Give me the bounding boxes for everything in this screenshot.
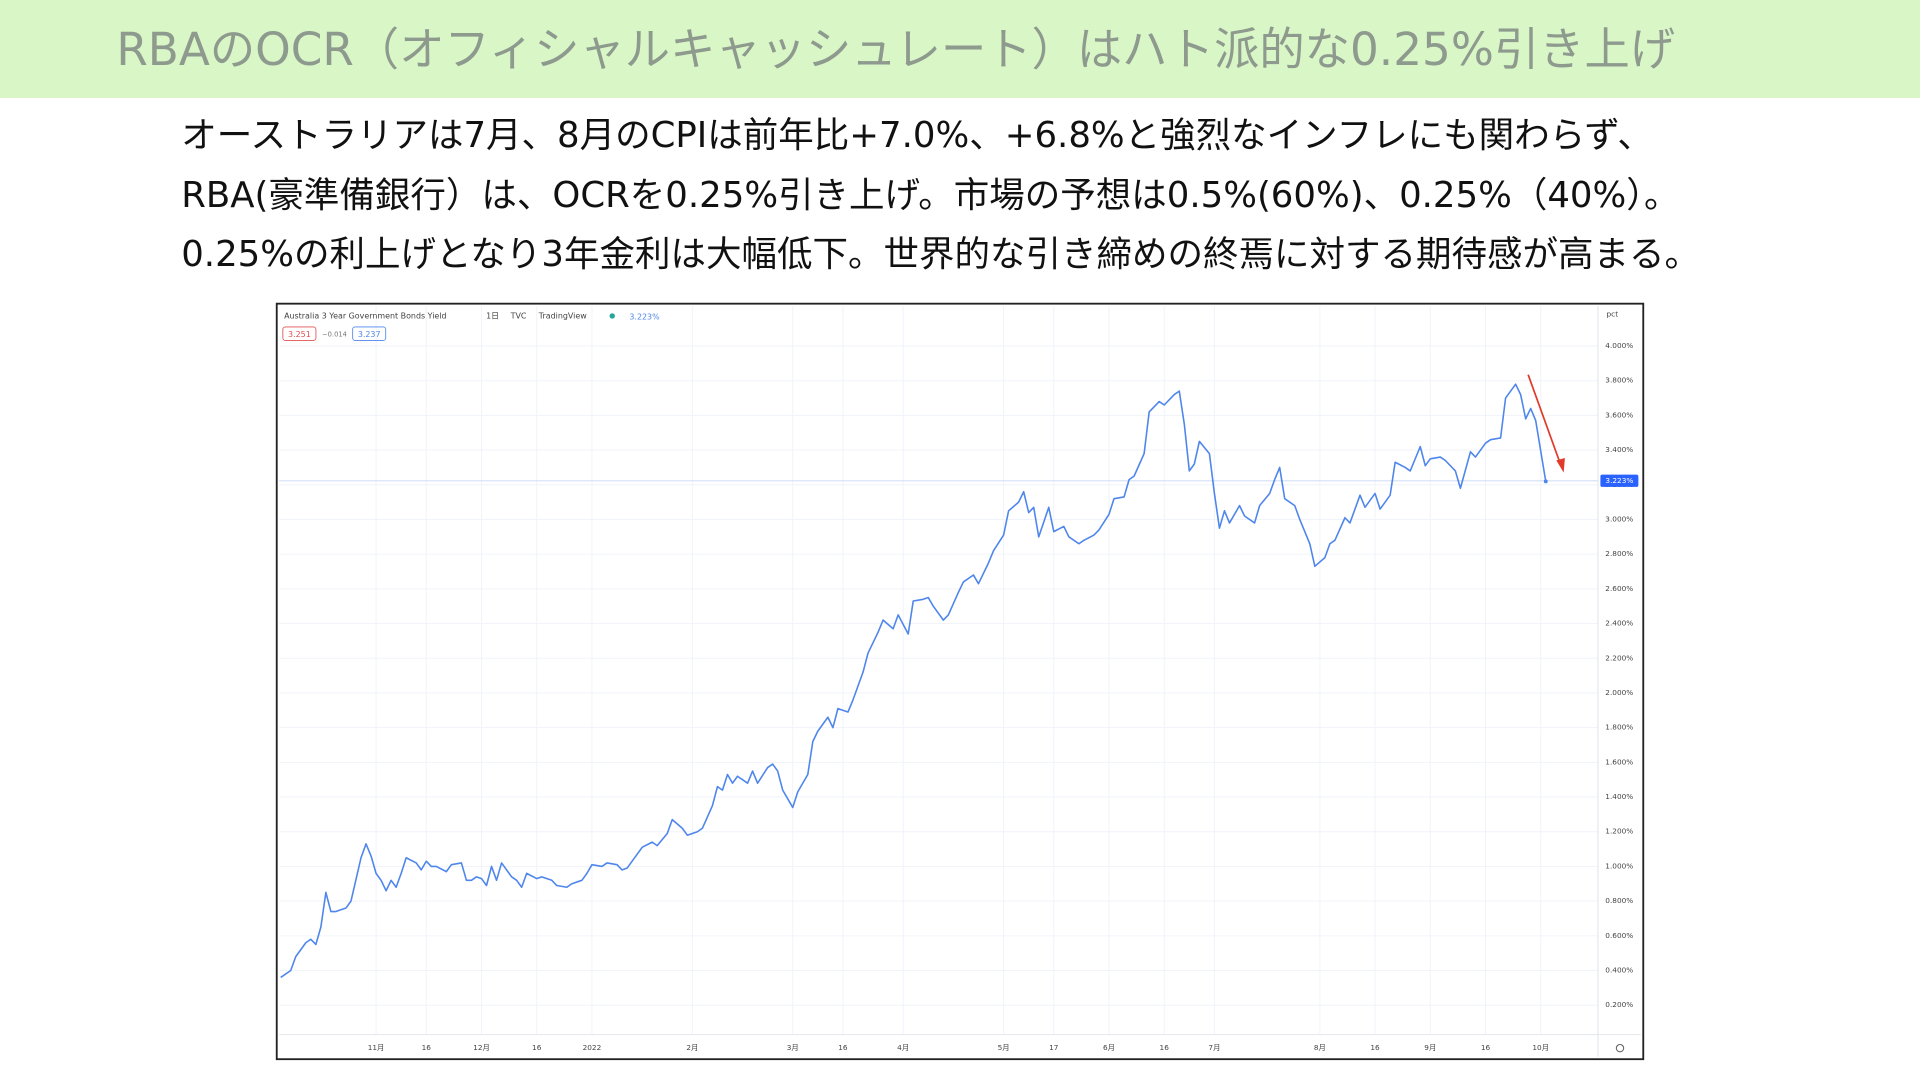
last-point <box>1543 479 1548 484</box>
chart-frame <box>275 302 1645 1061</box>
legend-value: 3.237 <box>358 330 381 339</box>
x-tick-label: 17 <box>1049 1043 1059 1052</box>
settings-icon[interactable] <box>1615 1043 1625 1053</box>
chart: Australia 3 Year Government Bonds Yield … <box>279 306 1641 1057</box>
y-tick-label: 3.600% <box>1605 410 1633 419</box>
header-band <box>0 0 1920 98</box>
y-tick-label: 1.000% <box>1605 861 1633 870</box>
y-unit: pct <box>1607 310 1619 319</box>
legend-value: −0.014 <box>322 330 347 338</box>
x-tick-label: 5月 <box>998 1043 1010 1052</box>
body-line: 0.25%の利上げとなり3年金利は大幅低下。世界的な引き締めの終焉に対する期待感… <box>181 234 1700 275</box>
status-dot <box>609 313 615 319</box>
yield-line <box>280 383 1547 979</box>
y-tick-label: 0.200% <box>1605 1000 1633 1009</box>
y-tick-label: 1.400% <box>1605 792 1633 801</box>
legend-box <box>282 326 317 341</box>
y-tick-label: 1.200% <box>1605 827 1633 836</box>
y-tick-label: 2.400% <box>1605 619 1633 628</box>
body-line: オーストラリアは7月、8月のCPIは前年比+7.0%、+6.8%と強烈なインフレ… <box>181 115 1653 156</box>
x-tick-label: 9月 <box>1424 1043 1436 1052</box>
x-tick-label: 16 <box>1481 1043 1491 1052</box>
last-value: 3.223% <box>629 313 660 322</box>
y-tick-label: 0.800% <box>1605 896 1633 905</box>
x-tick-label: 3月 <box>787 1043 799 1052</box>
y-tick-label: 1.800% <box>1605 723 1633 732</box>
annotation-arrowhead <box>1556 457 1565 473</box>
y-tick-label: 3.800% <box>1605 376 1633 385</box>
last-price-label: 3.223% <box>1605 476 1633 485</box>
x-tick-label: 16 <box>838 1043 848 1052</box>
y-tick-label: 4.000% <box>1605 341 1633 350</box>
y-tick-label: 1.600% <box>1605 757 1633 766</box>
x-tick-label: 16 <box>422 1043 432 1052</box>
y-tick-label: 0.600% <box>1605 931 1633 940</box>
last-price-tag <box>1600 474 1639 487</box>
y-tick-label: 2.200% <box>1605 653 1633 662</box>
x-tick-label: 7月 <box>1208 1043 1220 1052</box>
x-tick-label: 4月 <box>897 1043 909 1052</box>
x-tick-label: 8月 <box>1314 1043 1326 1052</box>
source: TVC <box>510 311 527 320</box>
interval: 1日 <box>486 311 499 320</box>
x-tick-label: 16 <box>1160 1043 1170 1052</box>
provider: TradingView <box>538 311 587 320</box>
y-tick-label: 2.800% <box>1605 549 1633 558</box>
y-tick-label: 3.400% <box>1605 445 1633 454</box>
x-tick-label: 2022 <box>583 1043 602 1052</box>
chart-title: Australia 3 Year Government Bonds Yield <box>284 311 446 320</box>
y-tick-label: 3.000% <box>1605 514 1633 523</box>
body-line: RBA(豪準備銀行）は、OCRを0.25%引き上げ。市場の予想は0.5%(60%… <box>181 175 1679 216</box>
y-tick-label: 2.600% <box>1605 584 1633 593</box>
legend-value: 3.251 <box>288 330 311 339</box>
x-tick-label: 16 <box>532 1043 542 1052</box>
x-tick-label: 12月 <box>473 1043 490 1052</box>
x-tick-label: 10月 <box>1532 1043 1549 1052</box>
y-tick-label: 0.400% <box>1605 966 1633 975</box>
legend-box <box>352 326 387 341</box>
x-tick-label: 16 <box>1370 1043 1380 1052</box>
x-tick-label: 2月 <box>686 1043 698 1052</box>
y-tick-label: 2.000% <box>1605 688 1633 697</box>
x-tick-label: 11月 <box>368 1043 385 1052</box>
annotation-arrow <box>1527 374 1561 464</box>
slide-title: RBAのOCR（オフィシャルキャッシュレート）はハト派的な0.25%引き上げ <box>116 23 1675 76</box>
x-tick-label: 6月 <box>1103 1043 1115 1052</box>
